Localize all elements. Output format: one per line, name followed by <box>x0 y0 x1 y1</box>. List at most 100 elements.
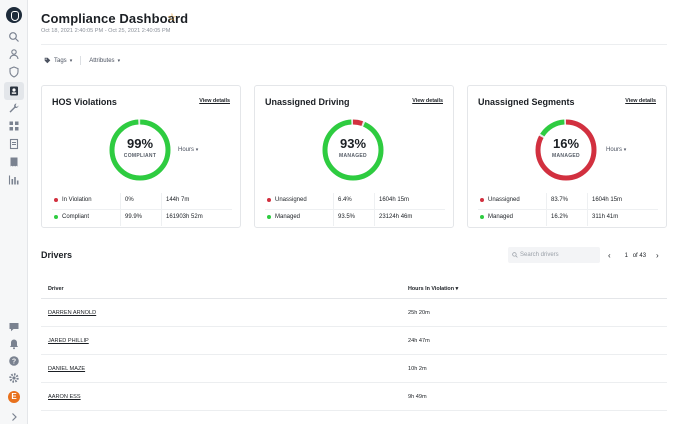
search-placeholder: Search drivers <box>520 252 559 258</box>
view-details-link[interactable]: View details <box>199 98 230 104</box>
date-range[interactable]: Oct 18, 2021 2:40:05 PM - Oct 25, 2021 2… <box>41 28 171 34</box>
pagination: ‹ 1 of 43 › <box>608 251 659 260</box>
svg-text:?: ? <box>12 359 16 366</box>
receipt-icon[interactable] <box>8 156 20 168</box>
search-drivers-input[interactable]: Search drivers <box>508 247 600 263</box>
view-details-link[interactable]: View details <box>625 98 656 104</box>
driver-name-link[interactable]: DANIEL MAZE <box>48 366 86 372</box>
legend-row: Managed 93.5% 23124h 46m <box>265 209 445 226</box>
page-info: 1 of 43 <box>625 253 646 259</box>
chevron-right-icon[interactable] <box>8 411 20 423</box>
tags-filter[interactable]: Tags ▾ <box>44 57 72 64</box>
donut-chart: 93% MANAGED <box>321 118 385 182</box>
table-row: DANIEL MAZE 10h 2m <box>41 355 667 383</box>
table-row: JARED PHILLIP 24h 47m <box>41 327 667 355</box>
legend-time: 144h 7m <box>166 197 190 203</box>
driver-name-link[interactable]: JARED PHILLIP <box>48 338 89 344</box>
driver-name-link[interactable]: DARREN ARNOLD <box>48 310 97 316</box>
attributes-filter-label: Attributes <box>89 57 115 64</box>
chevron-down-icon: ▾ <box>195 147 199 153</box>
avatar[interactable]: E <box>8 391 20 403</box>
bell-icon[interactable] <box>8 338 20 350</box>
legend-percent: 93.5% <box>338 214 356 220</box>
table-row: DARREN ARNOLD 25h 20m <box>41 299 667 327</box>
unit-dropdown[interactable]: Hours ▾ <box>606 147 626 153</box>
status-dot-icon <box>54 198 58 202</box>
unit-dropdown[interactable]: Hours ▾ <box>178 147 198 153</box>
table-row: AARON ESS 9h 49m <box>41 383 667 411</box>
legend-time: 23124h 46m <box>379 214 413 220</box>
donut-value: 99% <box>126 136 154 151</box>
grid-icon[interactable] <box>8 120 20 132</box>
legend-row: Compliant 99.9% 161903h 52m <box>52 209 232 226</box>
driver-name-link[interactable]: AARON ESS <box>48 394 81 400</box>
card-title: Unassigned Driving <box>265 97 350 107</box>
filter-divider <box>80 56 82 65</box>
search-icon <box>512 252 518 258</box>
legend-name: Compliant <box>62 214 90 220</box>
chat-icon[interactable] <box>8 321 20 333</box>
legend-row: Unassigned 83.7% 1604h 15m <box>478 193 658 209</box>
bar-chart-icon[interactable] <box>8 174 20 186</box>
legend-table: Unassigned 6.4% 1604h 15m Managed 93.5% … <box>265 193 445 226</box>
unassigned-segments-card: Unassigned Segments View details 16% MAN… <box>467 85 667 228</box>
legend-time: 1604h 15m <box>592 197 623 203</box>
user-icon[interactable] <box>8 48 20 60</box>
column-header-driver[interactable]: Driver <box>48 286 64 292</box>
next-page-button[interactable]: › <box>656 251 659 260</box>
status-dot-icon <box>267 198 271 202</box>
drivers-heading: Drivers <box>41 250 73 260</box>
hours-in-violation: 9h 49m <box>408 394 427 400</box>
status-dot-icon <box>480 215 484 219</box>
tags-filter-label: Tags <box>54 57 67 64</box>
legend-percent: 99.9% <box>125 214 143 220</box>
legend-name: Managed <box>488 214 514 220</box>
hours-in-violation: 25h 20m <box>408 310 430 316</box>
hours-in-violation: 24h 47m <box>408 338 430 344</box>
sidebar: ? E <box>0 0 28 424</box>
legend-time: 1604h 15m <box>379 197 410 203</box>
status-dot-icon <box>267 215 271 219</box>
document-icon[interactable] <box>8 138 20 150</box>
column-header-hours-in-violation[interactable]: Hours In Violation ▾ <box>408 286 459 292</box>
legend-percent: 6.4% <box>338 197 352 203</box>
legend-name: Unassigned <box>275 197 307 203</box>
chevron-down-icon: ▾ <box>117 57 121 64</box>
wrench-icon[interactable] <box>8 102 20 114</box>
card-title: HOS Violations <box>52 97 117 107</box>
id-card-icon[interactable] <box>4 82 24 100</box>
unassigned-driving-card: Unassigned Driving View details 93% MANA… <box>254 85 454 228</box>
legend-percent: 83.7% <box>551 197 569 203</box>
legend-table: In Violation 0% 144h 7m Compliant 99.9% … <box>52 193 232 226</box>
hos-violations-card: HOS Violations View details 99% COMPLIAN… <box>41 85 241 228</box>
unit-dropdown-label: Hours <box>178 147 195 153</box>
legend-name: Managed <box>275 214 301 220</box>
legend-row: Managed 16.2% 311h 41m <box>478 209 658 226</box>
table-header: Driver Hours In Violation ▾ <box>41 281 667 299</box>
donut-red-arc <box>535 119 597 181</box>
gear-icon[interactable] <box>8 372 20 384</box>
prev-page-button[interactable]: ‹ <box>608 251 611 260</box>
legend-time: 311h 41m <box>592 214 619 220</box>
page-total: of 43 <box>632 252 647 259</box>
shield-icon[interactable] <box>8 66 20 78</box>
status-dot-icon <box>54 215 58 219</box>
view-details-link[interactable]: View details <box>412 98 443 104</box>
attributes-filter[interactable]: Attributes ▾ <box>89 58 120 64</box>
help-icon[interactable]: ? <box>8 355 20 367</box>
tag-icon <box>44 57 51 64</box>
logo-icon[interactable] <box>6 7 22 23</box>
card-title: Unassigned Segments <box>478 97 575 107</box>
donut-label: MANAGED <box>339 153 367 159</box>
filter-bar: Tags ▾ Attributes ▾ <box>44 56 120 65</box>
drivers-table: Driver Hours In Violation ▾ DARREN ARNOL… <box>41 281 667 411</box>
legend-name: Unassigned <box>488 197 520 203</box>
legend-row: In Violation 0% 144h 7m <box>52 193 232 209</box>
donut-red-arc <box>322 119 384 181</box>
status-dot-icon <box>480 198 484 202</box>
search-icon[interactable] <box>8 31 20 43</box>
page-number-input[interactable]: 1 <box>624 252 629 259</box>
header-divider <box>41 44 667 45</box>
favorite-star-icon[interactable]: ☆ <box>167 12 177 24</box>
legend-name: In Violation <box>62 197 92 203</box>
